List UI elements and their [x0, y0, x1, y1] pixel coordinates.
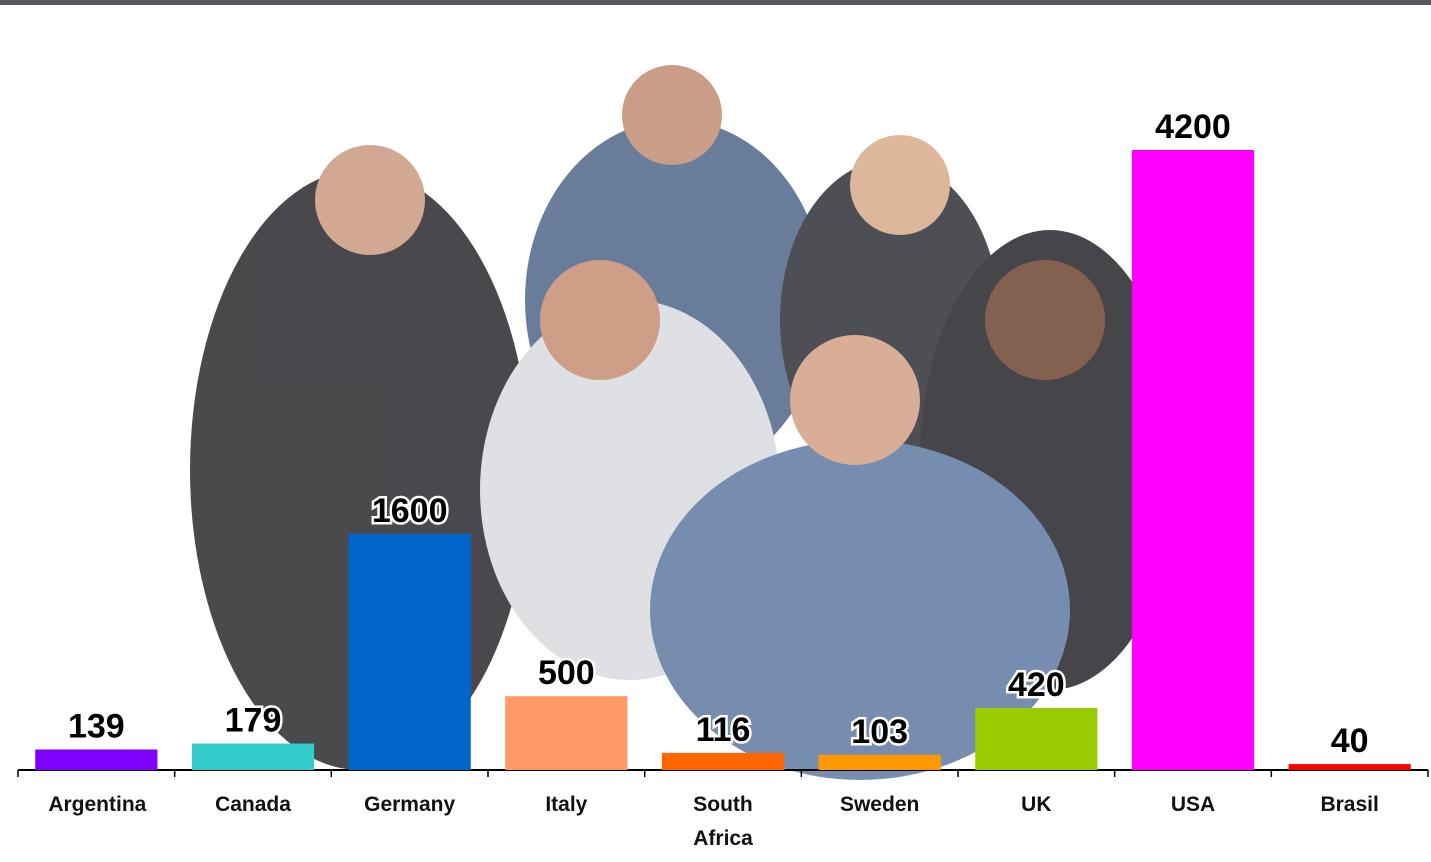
bar — [662, 753, 784, 770]
value-label: 116 — [696, 711, 751, 749]
x-tick-label: UK — [988, 788, 1084, 822]
bar — [975, 708, 1097, 770]
bar — [819, 755, 941, 770]
value-label: 420 — [1008, 666, 1065, 704]
x-tick-label: Brasil — [1302, 788, 1398, 822]
page: 1391791600500116103420420040 (() => { co… — [0, 0, 1431, 862]
x-tick-label: Argentina — [48, 788, 144, 822]
x-tick-label: Canada — [205, 788, 301, 822]
value-label: 179 — [225, 702, 282, 740]
value-label: 139 — [68, 707, 125, 745]
value-label: 500 — [538, 654, 595, 692]
x-tick-label: Italy — [518, 788, 614, 822]
x-tick-label: Germany — [362, 788, 458, 822]
x-tick-label: South Africa — [675, 788, 771, 856]
top-strip — [0, 0, 1431, 5]
bar — [192, 744, 314, 770]
x-tick-label: Sweden — [832, 788, 928, 822]
value-label: 1600 — [372, 492, 448, 530]
bar — [349, 534, 471, 770]
value-label: 40 — [1331, 722, 1369, 760]
bar — [1289, 764, 1411, 770]
value-label: 4200 — [1155, 108, 1231, 146]
value-label: 103 — [851, 713, 908, 751]
bar — [505, 696, 627, 770]
x-tick-label: USA — [1145, 788, 1241, 822]
bar — [1132, 150, 1254, 770]
chart: 139 179 1600 500 116 103 420 4200 40 — [0, 0, 1431, 862]
bar — [35, 749, 157, 770]
